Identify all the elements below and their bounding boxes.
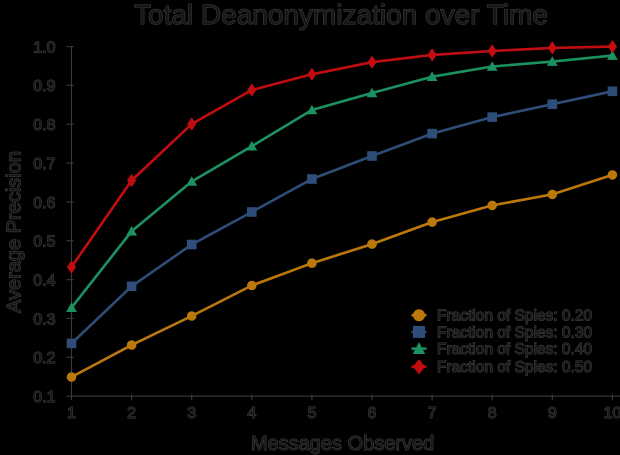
svg-text:Fraction of Spies: 0.20: Fraction of Spies: 0.20 [437,308,592,325]
svg-text:Fraction of Spies: 0.50: Fraction of Spies: 0.50 [437,359,592,376]
svg-text:7: 7 [428,405,437,422]
svg-text:0.9: 0.9 [33,78,55,95]
svg-text:Total Deanonymization over Tim: Total Deanonymization over Time [134,0,548,30]
svg-text:0.2: 0.2 [33,350,55,367]
svg-text:6: 6 [368,405,377,422]
svg-text:5: 5 [307,405,316,422]
svg-text:8: 8 [488,405,497,422]
svg-text:0.6: 0.6 [33,195,55,212]
svg-text:Messages Observed: Messages Observed [251,433,434,455]
svg-text:10: 10 [604,405,620,422]
svg-text:4: 4 [247,405,256,422]
svg-text:1.0: 1.0 [33,39,55,56]
svg-text:Fraction of Spies: 0.40: Fraction of Spies: 0.40 [437,341,592,358]
svg-text:2: 2 [127,405,136,422]
svg-text:3: 3 [187,405,196,422]
svg-text:0.7: 0.7 [33,156,55,173]
svg-text:1: 1 [67,405,76,422]
svg-text:0.4: 0.4 [33,273,55,290]
svg-text:0.8: 0.8 [33,117,55,134]
svg-text:Fraction of Spies: 0.30: Fraction of Spies: 0.30 [437,324,592,341]
svg-text:0.5: 0.5 [33,234,55,251]
svg-text:Average Precision: Average Precision [4,151,26,313]
svg-text:0.3: 0.3 [33,311,55,328]
svg-text:0.1: 0.1 [33,389,55,406]
svg-text:9: 9 [548,405,557,422]
